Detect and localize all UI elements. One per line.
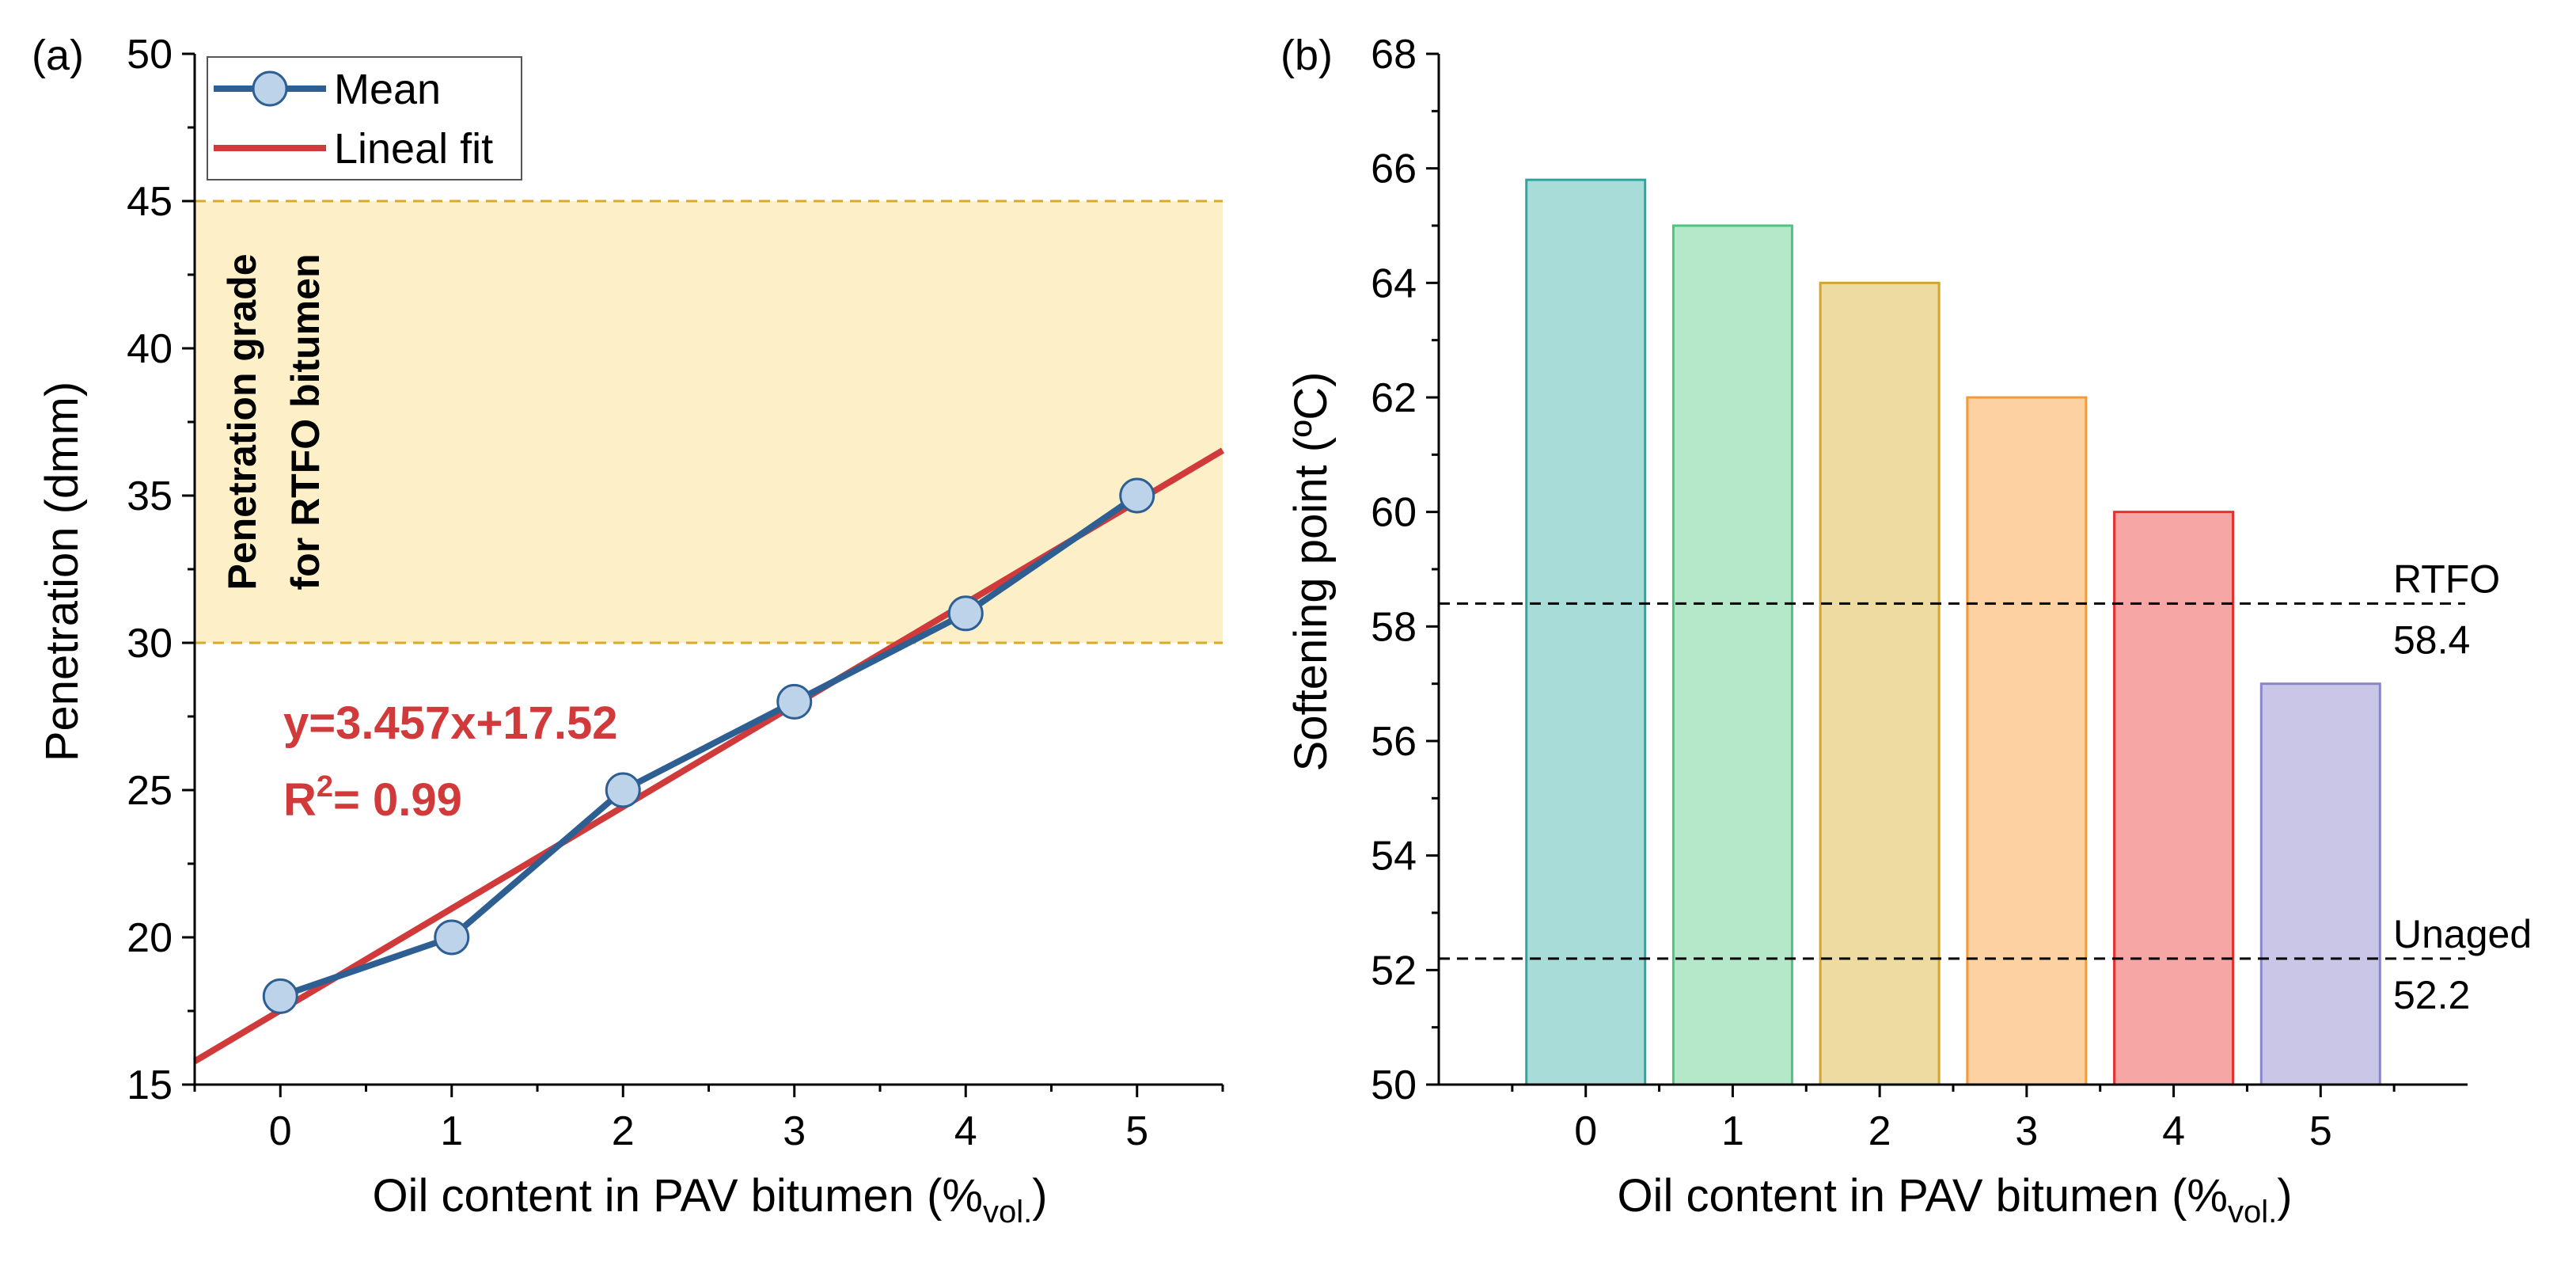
r2-superscript: 2 [317,770,333,804]
reference-line-value: 52.2 [2393,973,2470,1017]
y-tick-label-a: 50 [127,32,173,78]
band-label-line2: for RTFO bitumen [283,254,328,591]
y-tick-label-a: 35 [127,473,173,519]
x-tick-label-a: 1 [440,1108,463,1154]
y-tick-label-a: 25 [127,768,173,814]
y-tick-label-b: 54 [1371,834,1417,880]
y-tick-label-a: 30 [127,621,173,667]
mean-marker [434,919,470,956]
legend-mean-label: Mean [334,66,441,113]
x-tick-label-b: 3 [2015,1108,2038,1154]
legend: Mean Lineal fit [207,56,522,180]
y-axis-label-a: Penetration (dmm) [36,382,88,762]
x-axis-label-b: Oil content in PAV bitumen (%vol.) [1617,1170,2292,1229]
bar [1671,224,1793,1086]
penetration-grade-band [195,201,1223,643]
mean-marker [947,595,984,632]
band-label: Penetration grade for RTFO bitumen [220,253,328,590]
mean-marker [1119,477,1155,514]
legend-mean-marker [252,70,288,107]
x-tick-label-a: 4 [954,1108,977,1154]
reference-line-label: Unaged [2393,912,2532,956]
y-tick-label-b: 58 [1371,604,1417,650]
band-label-line1: Penetration grade [220,253,264,590]
mean-series-line [279,492,1140,1000]
y-tick-labels-a: 15 20 25 30 35 40 45 50 [127,32,173,1108]
bar [2113,511,2235,1086]
x-axis-label-a-main: Oil content in PAV bitumen (% [372,1170,983,1222]
bars [1525,178,2381,1086]
y-tick-labels-b: 50 52 54 56 58 60 62 64 66 68 [1371,32,1417,1108]
mean-markers [262,477,1155,1014]
panel-b: RTFO 58.4 Unaged 52.2 0 1 2 3 4 5 50 52 54 56 58 60 62… [1280,32,2532,1229]
y-tick-label-b: 60 [1371,490,1417,536]
reference-line-label: RTFO [2393,557,2500,601]
x-tick-labels-b: 0 1 2 3 4 5 [1574,1108,2331,1154]
bar [2259,682,2381,1086]
panel-a: Penetration grade for RTFO bitumen 0 1 2 3 4… [32,32,1225,1229]
x-tick-label-a: 2 [612,1108,635,1154]
x-axis-label-a-close: ) [1032,1170,1047,1222]
y-tick-label-b: 52 [1371,948,1417,994]
r2-prefix: R [283,774,317,826]
bar [1819,281,1941,1086]
legend-fit-label: Lineal fit [334,125,493,173]
y-tick-label-b: 50 [1371,1062,1417,1108]
bar [1966,396,2088,1086]
mean-marker [776,683,813,720]
bar [1525,178,1647,1086]
x-tick-label-a: 3 [783,1108,806,1154]
x-tick-label-a: 5 [1125,1108,1148,1154]
y-tick-label-a: 15 [127,1062,173,1108]
y-tick-label-b: 68 [1371,32,1417,78]
x-axis-label-b-close: ) [2277,1170,2292,1222]
x-tick-labels-a: 0 1 2 3 4 5 [269,1108,1148,1154]
x-tick-label-b: 4 [2162,1108,2185,1154]
x-axis-label-a: Oil content in PAV bitumen (%vol.) [372,1170,1047,1229]
mean-marker [262,978,298,1014]
panel-label-a: (a) [32,32,84,79]
x-tick-label-b: 1 [1721,1108,1744,1154]
x-axis-label-a-sub: vol. [983,1195,1032,1229]
y-tick-label-b: 62 [1371,375,1417,421]
reference-lines: RTFO 58.4 Unaged 52.2 [1439,557,2532,1017]
mean-marker [605,772,641,808]
y-tick-label-a: 40 [127,326,173,372]
y-tick-label-a: 45 [127,179,173,225]
y-tick-label-b: 64 [1371,260,1417,306]
x-tick-label-b: 2 [1868,1108,1891,1154]
fit-equation: y=3.457x+17.52 [283,697,618,749]
x-axis-label-b-sub: vol. [2228,1195,2277,1229]
y-axis-label-b: Softening point (ºC) [1285,372,1337,772]
x-axis-label-b-main: Oil content in PAV bitumen (% [1617,1170,2228,1222]
reference-line-value: 58.4 [2393,618,2470,662]
y-tick-label-a: 20 [127,915,173,961]
fit-r-squared: R2= 0.99 [283,770,462,826]
x-tick-label-a: 0 [269,1108,292,1154]
panel-label-b: (b) [1280,32,1333,79]
axes-b [1426,52,2468,1097]
y-tick-label-b: 56 [1371,719,1417,765]
r2-value: = 0.99 [333,774,462,826]
x-tick-label-b: 0 [1574,1108,1597,1154]
x-tick-label-b: 5 [2309,1108,2332,1154]
y-tick-label-b: 66 [1371,146,1417,192]
axes-a [182,52,1224,1097]
